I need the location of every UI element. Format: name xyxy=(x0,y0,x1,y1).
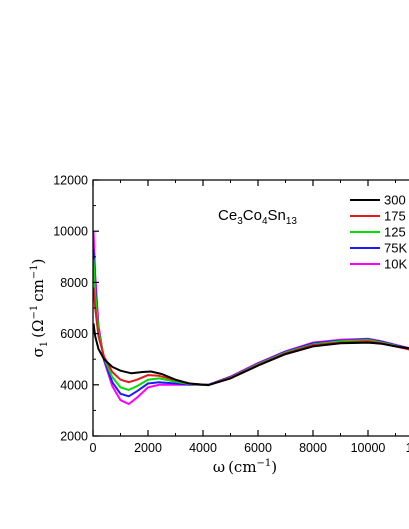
y-tick-label: 2000 xyxy=(60,430,88,444)
x-tick-label: 0 xyxy=(90,441,97,455)
y-tick-label: 4000 xyxy=(60,378,88,392)
series-line-175 xyxy=(93,287,409,387)
x-tick-label: 10000 xyxy=(351,441,386,455)
series-line-125 xyxy=(93,259,409,391)
x-tick-label: 2000 xyxy=(134,441,162,455)
x-tick-label: 6000 xyxy=(244,441,272,455)
x-axis-label: ω (cm−1) xyxy=(213,458,277,476)
y-tick-label: 8000 xyxy=(60,276,88,290)
x-tick-label: 4000 xyxy=(189,441,217,455)
legend-label-175: 175 xyxy=(384,209,406,224)
tick-labels: 0200040006000800010000120002000400060008… xyxy=(53,174,409,456)
series-line-75k xyxy=(93,249,409,398)
y-tick-label: 6000 xyxy=(60,327,88,341)
y-tick-label: 10000 xyxy=(53,225,88,239)
compound-annotation: Ce3Co4Sn13 xyxy=(218,207,297,227)
axes xyxy=(92,179,409,437)
x-tick-label: 8000 xyxy=(299,441,327,455)
legend-label-300: 300 xyxy=(384,193,406,208)
series-line-300 xyxy=(93,323,409,387)
x-tick-label: 12000 xyxy=(406,441,409,455)
y-axis-label: σ1(Ω−1cm−1) xyxy=(29,259,50,358)
series-layer xyxy=(93,231,409,405)
legend-label-10k: 10K xyxy=(384,257,407,272)
legend-label-75k: 75K xyxy=(384,241,407,256)
legend-label-125: 125 xyxy=(384,225,406,240)
y-tick-label: 12000 xyxy=(53,174,88,188)
